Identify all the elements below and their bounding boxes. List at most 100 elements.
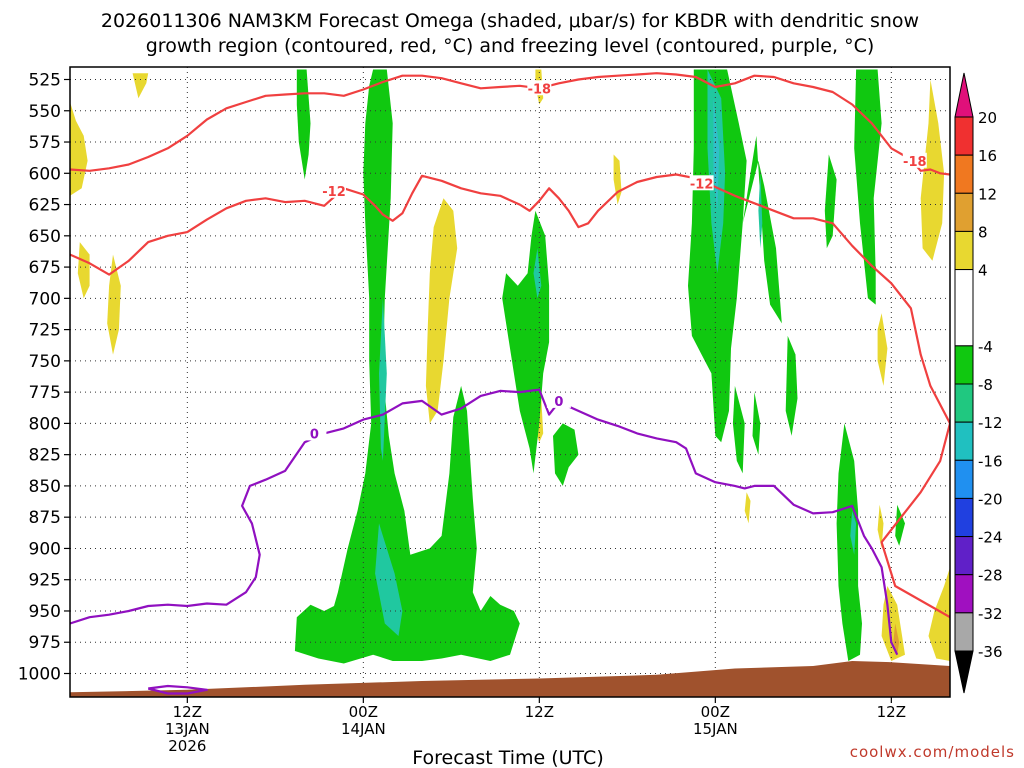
- x-tick-label: 15JAN: [693, 720, 738, 738]
- y-tick-label: 550: [29, 102, 61, 122]
- colorbar-label: -4: [978, 338, 993, 356]
- omega-region-yellow-2: [77, 242, 90, 299]
- contour-purple-3: [147, 684, 208, 695]
- omega-region-green-19: [742, 135, 782, 324]
- y-tick-label: 975: [29, 633, 61, 653]
- omega-region-green-21: [785, 335, 798, 436]
- colorbar-band: [954, 192, 974, 232]
- y-tick-label: 750: [29, 352, 61, 372]
- x-axis-label: Forecast Time (UTC): [412, 747, 603, 768]
- y-tick-label: 575: [29, 133, 61, 153]
- y-tick-label: 600: [29, 164, 61, 184]
- x-tick-label: 14JAN: [341, 720, 386, 738]
- contour-label: -18: [528, 82, 552, 97]
- colorbar-band: [954, 269, 974, 347]
- contour-purple-2: [70, 388, 899, 656]
- colorbar-label: -8: [978, 376, 993, 394]
- contour-label-bg: [302, 425, 327, 441]
- omega-region-orange-34: [893, 623, 900, 655]
- omega-region-yellow-4: [425, 198, 458, 424]
- colorbar-band: [954, 116, 974, 156]
- x-tick-label: 00Z: [349, 703, 378, 721]
- omega-region-green-26: [895, 504, 905, 546]
- y-tick-label: 1000: [18, 665, 61, 685]
- chart-title-line-2: growth region (contoured, red, °C) and f…: [146, 35, 875, 57]
- omega-region-teal-33: [850, 510, 857, 555]
- colorbar-label: -32: [978, 605, 1003, 623]
- omega-region-yellow-12: [928, 567, 950, 661]
- colorbar-label: 12: [978, 185, 997, 203]
- colorbar-label: -28: [978, 567, 1003, 585]
- contour-red-0: [70, 72, 950, 176]
- omega-region-green-15: [294, 69, 520, 664]
- colorbar-label: -36: [978, 643, 1003, 661]
- colorbar-band: [954, 612, 974, 652]
- contour-label-bg: [689, 175, 714, 191]
- omega-region-teal-29: [533, 248, 542, 299]
- y-tick-label: 700: [29, 289, 61, 309]
- y-tick-label: 650: [29, 227, 61, 247]
- colorbar-band: [954, 536, 974, 576]
- omega-region-yellow-0: [132, 73, 149, 99]
- y-tick-label: 925: [29, 571, 61, 591]
- contour-layer: -18 -18 -12 -12 0 0: [70, 72, 950, 695]
- colorbar-label: -20: [978, 490, 1003, 508]
- plot-area: -18 -18 -12 -12 0 0 525 550 575 600 625 650 675 700 72…: [18, 66, 951, 755]
- x-tick-label: 12Z: [525, 703, 554, 721]
- omega-region-yellow-3: [107, 254, 121, 355]
- colorbar-band: [954, 497, 974, 538]
- y-tick-label: 950: [29, 602, 61, 622]
- plot-frame: [69, 66, 951, 698]
- omega-region-yellow-9: [877, 313, 888, 386]
- x-tick-label: 12Z: [173, 703, 202, 721]
- colorbar: 20 16 12 8 4 -4 -8 -12 -16 -20 -24 -28 -32 -36: [954, 72, 1003, 694]
- chart-title-line-1: 2026011306 NAM3KM Forecast Omega (shaded…: [101, 10, 919, 32]
- omega-region-green-23: [824, 154, 837, 249]
- colorbar-label: -12: [978, 414, 1003, 432]
- contour-label: -18: [903, 155, 927, 170]
- omega-region-teal-28: [375, 523, 403, 636]
- contour-label: 0: [310, 427, 319, 442]
- x-tick-label: 12Z: [877, 703, 906, 721]
- contour-label: -12: [322, 185, 346, 200]
- y-tick-label: 725: [29, 321, 61, 341]
- gridlines: [70, 67, 950, 697]
- colorbar-label: 8: [978, 223, 988, 241]
- colorbar-top-arrow: [954, 72, 974, 118]
- x-tick-label: 13JAN: [165, 720, 210, 738]
- y-tick-label: 900: [29, 539, 61, 559]
- y-tick-label: 875: [29, 508, 61, 528]
- omega-region-yellow-1: [70, 102, 88, 196]
- y-tick-label: 675: [29, 258, 61, 278]
- colorbar-band: [954, 459, 974, 499]
- omega-region-green-22: [752, 392, 761, 455]
- colorbar-label: 4: [978, 262, 988, 280]
- omega-region-teal-27: [379, 298, 387, 461]
- contour-label-bg: [322, 182, 346, 198]
- x-tick-label: 00Z: [701, 703, 730, 721]
- colorbar-band: [954, 574, 974, 614]
- colorbar-label: 16: [978, 147, 997, 165]
- colorbar-band: [954, 154, 974, 194]
- omega-region-yellow-7: [613, 154, 622, 205]
- x-tick-label: 2026: [168, 737, 206, 755]
- colorbar-label: -24: [978, 529, 1003, 547]
- colorbar-label: 20: [978, 109, 997, 127]
- omega-region-green-20: [732, 385, 745, 474]
- terrain-fill: [70, 661, 950, 697]
- y-tick-label: 625: [29, 196, 61, 216]
- y-tick-label: 850: [29, 477, 61, 497]
- contour-red-1: [70, 173, 950, 619]
- omega-region-yellow-10: [877, 504, 884, 549]
- credit-text: coolwx.com/models: [850, 743, 1015, 761]
- y-tick-label: 825: [29, 446, 61, 466]
- colorbar-label: -16: [978, 452, 1003, 470]
- colorbar-band: [954, 421, 974, 461]
- contour-label-bg: [902, 152, 927, 168]
- colorbar-band: [954, 383, 974, 423]
- contour-label: -12: [690, 177, 714, 192]
- colorbar-band: [954, 345, 974, 385]
- omega-region-green-25: [836, 423, 862, 661]
- contour-label: 0: [554, 395, 563, 410]
- omega-region-teal-32: [758, 173, 763, 249]
